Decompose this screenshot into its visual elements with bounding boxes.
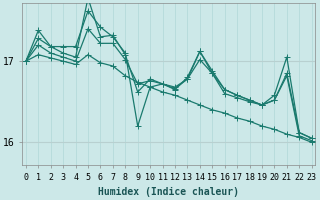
X-axis label: Humidex (Indice chaleur): Humidex (Indice chaleur) bbox=[98, 187, 239, 197]
